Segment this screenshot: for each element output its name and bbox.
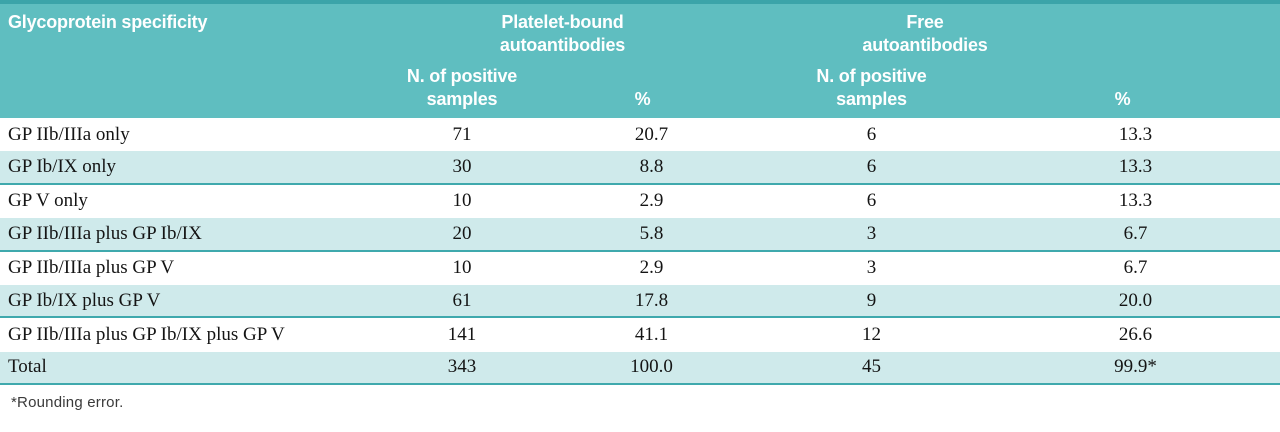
cell-n-platelet: 71: [452, 123, 472, 145]
cell-n-free: 6: [866, 156, 877, 178]
cell-pct-free: 13.3: [1118, 156, 1153, 178]
cell-label: GP IIb/IIIa plus GP Ib/IX: [8, 222, 202, 244]
column-group-free-line2: autoantibodies: [862, 35, 988, 55]
cell-label: GP IIb/IIIa only: [8, 123, 130, 145]
subheader-percent-free: %: [1114, 89, 1131, 109]
subheader-n-positive-samples-platelet: N. of positive samples: [373, 65, 551, 111]
cell-n-free: 6: [866, 123, 877, 145]
cell-n-platelet: 20: [452, 222, 472, 244]
cell-n-free: 9: [866, 289, 877, 311]
footnote-rounding-error: *Rounding error.: [11, 394, 124, 412]
cell-n-platelet: 10: [452, 190, 472, 212]
cell-pct-platelet: 20.7: [634, 123, 669, 145]
column-group-platelet-line1: Platelet-bound: [501, 12, 624, 32]
table-row: GP IIb/IIIa only 71 20.7 6 13.3: [0, 118, 1280, 151]
cell-n-free: 3: [866, 257, 877, 279]
cell-pct-platelet: 41.1: [634, 324, 669, 346]
cell-n-platelet: 141: [447, 324, 477, 346]
cell-label: Total: [8, 356, 47, 378]
table-body: GP IIb/IIIa only 71 20.7 6 13.3 GP Ib/IX…: [0, 118, 1280, 386]
cell-n-platelet: 343: [447, 356, 477, 378]
subheader-percent-platelet: %: [634, 89, 651, 109]
cell-n-platelet: 61: [452, 289, 472, 311]
table-row: GP Ib/IX plus GP V 61 17.8 9 20.0: [0, 284, 1280, 319]
cell-label: GP V only: [8, 190, 88, 212]
subheader-n-positive-platelet-line2: samples: [426, 89, 498, 109]
column-group-platelet-line2: autoantibodies: [499, 35, 626, 55]
table-row: GP IIb/IIIa plus GP Ib/IX 20 5.8 3 6.7: [0, 218, 1280, 252]
cell-pct-free: 6.7: [1123, 222, 1148, 244]
cell-label: GP Ib/IX plus GP V: [8, 289, 161, 311]
column-group-free-autoantibodies: Free autoantibodies: [752, 11, 1098, 57]
column-group-free-line1: Free: [906, 12, 944, 32]
cell-pct-free: 13.3: [1118, 123, 1153, 145]
table-row: GP Ib/IX only 30 8.8 6 13.3: [0, 151, 1280, 185]
cell-n-free: 12: [862, 324, 881, 346]
cell-n-free: 6: [866, 190, 877, 212]
table-row: GP IIb/IIIa plus GP Ib/IX plus GP V 141 …: [0, 318, 1280, 351]
cell-label: GP IIb/IIIa plus GP V: [8, 257, 175, 279]
table-row: GP V only 10 2.9 6 13.3: [0, 185, 1280, 218]
cell-pct-platelet: 2.9: [639, 257, 664, 279]
cell-pct-platelet: 2.9: [639, 190, 664, 212]
column-group-platelet-bound-autoantibodies: Platelet-bound autoantibodies: [373, 11, 752, 57]
column-header-glycoprotein-specificity: Glycoprotein specificity: [8, 12, 208, 32]
cell-pct-free: 13.3: [1118, 190, 1153, 212]
cell-n-free: 45: [862, 356, 881, 378]
cell-n-platelet: 30: [452, 156, 472, 178]
cell-pct-platelet: 100.0: [630, 356, 673, 378]
table-header: Glycoprotein specificity Platelet-bound …: [0, 0, 1280, 118]
cell-pct-platelet: 5.8: [639, 222, 664, 244]
table-row: GP IIb/IIIa plus GP V 10 2.9 3 6.7: [0, 252, 1280, 285]
cell-pct-free: 20.0: [1118, 289, 1153, 311]
cell-pct-free: 99.9*: [1114, 356, 1157, 378]
subheader-n-positive-platelet-line1: N. of positive: [406, 66, 518, 86]
cell-pct-free: 26.6: [1118, 324, 1153, 346]
cell-label: GP IIb/IIIa plus GP Ib/IX plus GP V: [8, 324, 285, 346]
cell-label: GP Ib/IX only: [8, 156, 117, 178]
subheader-n-positive-free-line1: N. of positive: [816, 66, 927, 86]
cell-pct-platelet: 8.8: [639, 156, 664, 178]
cell-n-free: 3: [866, 222, 877, 244]
cell-pct-platelet: 17.8: [634, 289, 669, 311]
cell-n-platelet: 10: [452, 257, 472, 279]
cell-pct-free: 6.7: [1123, 257, 1148, 279]
table-row-total: Total 343 100.0 45 99.9*: [0, 351, 1280, 386]
subheader-n-positive-free-line2: samples: [836, 89, 907, 109]
subheader-n-positive-samples-free: N. of positive samples: [752, 65, 991, 111]
